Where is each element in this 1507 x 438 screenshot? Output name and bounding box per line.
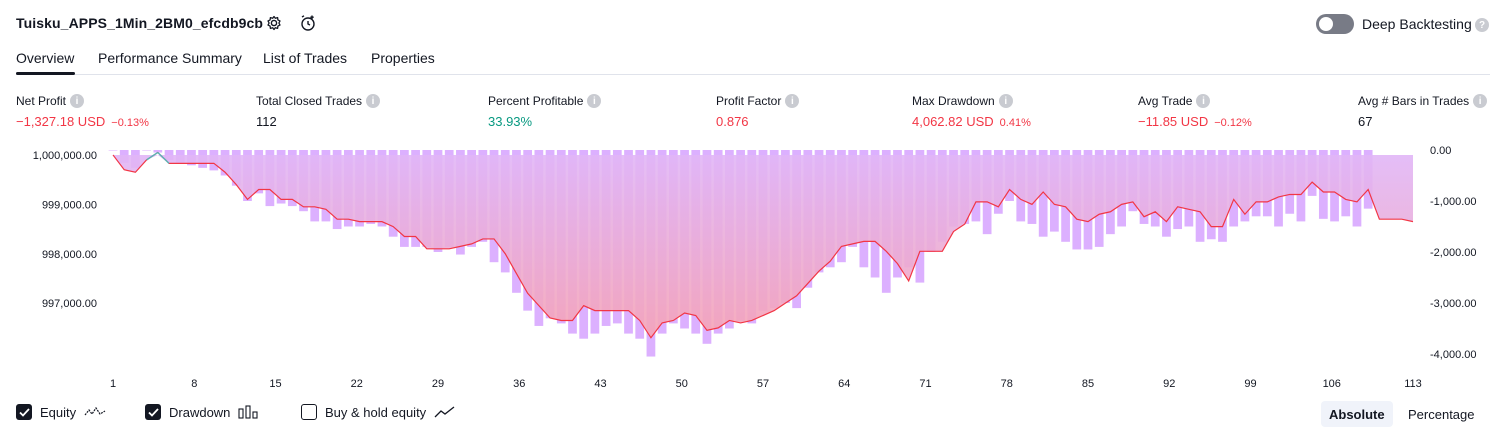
avg-trade-label: Avg Trade i [1138,94,1211,108]
right-axis-tick: 0.00 [1430,145,1451,157]
max-drawdown-value: 4,062.82 USD 0.41% [912,114,1031,129]
legend-equity[interactable]: Equity [16,404,106,420]
left-axis: 1,000,000.00 999,000.00 998,000.00 997,000.… [33,150,97,310]
equity-line-icon [84,406,106,416]
x-axis-tick: 92 [1163,378,1175,390]
x-axis-tick: 29 [432,378,444,390]
x-axis-tick: 43 [594,378,606,390]
left-axis-tick: 999,000.00 [42,199,97,211]
settings-gear-icon[interactable] [264,13,284,33]
drawdown-checkbox[interactable] [145,404,161,420]
x-axis-tick: 15 [269,378,281,390]
percentage-toggle[interactable]: Percentage [1408,406,1475,422]
info-icon[interactable]: i [998,94,1013,108]
total-closed-trades-label: Total Closed Trades i [256,94,381,108]
percent-profitable-label: Percent Profitable i [488,94,602,108]
drawdown-bar [108,150,118,151]
equity-above-initial-segment [146,151,159,161]
x-axis-tick: 85 [1082,378,1094,390]
x-axis-tick: 36 [513,378,525,390]
strategy-title: Tuisku_APPS_1Min_2BM0_efcdb9cb [16,15,264,31]
buy-hold-line-icon [434,406,455,418]
drawdown-bar [1038,150,1048,237]
info-icon[interactable]: i [366,94,381,108]
buy-hold-label: Buy & hold equity [325,404,427,420]
x-axis-tick: 50 [676,378,688,390]
drawdown-label: Drawdown [169,404,231,420]
right-axis-tick: -3,000.00 [1430,298,1476,310]
legend-drawdown[interactable]: Drawdown [145,404,258,420]
net-profit-label: Net Profit i [16,94,85,108]
x-axis-tick: 8 [191,378,197,390]
tab-divider [16,74,1490,75]
x-axis-tick: 106 [1323,378,1341,390]
active-tab-indicator [16,72,75,75]
x-axis-tick: 99 [1244,378,1256,390]
buy-hold-checkbox[interactable] [301,404,317,420]
net-profit-value: −1,327.18 USD −0.13% [16,114,149,129]
tab-overview[interactable]: Overview [16,50,75,66]
info-icon[interactable]: i [1473,94,1488,108]
equity-line [112,151,1414,339]
max-drawdown-label: Max Drawdown i [912,94,1013,108]
tab-performance-summary[interactable]: Performance Summary [98,50,242,66]
x-axis: 1 8 15 22 29 36 43 50 57 64 71 78 85 92 99 106 113 [110,378,1422,390]
right-axis-tick: -2,000.00 [1430,247,1476,259]
drawdown-bars-icon [238,405,258,419]
x-axis-tick: 1 [110,378,116,390]
deep-backtesting-toggle[interactable] [1316,14,1354,34]
absolute-toggle[interactable]: Absolute [1321,401,1393,427]
avg-trade-value: −11.85 USD −0.12% [1138,114,1252,129]
equity-checkbox[interactable] [16,404,32,420]
deep-backtesting-label: Deep Backtesting [1362,16,1472,32]
equity-area [113,154,1413,338]
equity-above-initial-segment [157,151,170,164]
x-axis-tick: 113 [1404,378,1422,390]
x-axis-tick: 57 [757,378,769,390]
drawdown-bar [142,150,151,151]
equity-label: Equity [40,404,77,420]
add-alert-icon[interactable] [298,13,318,33]
x-axis-tick: 78 [1001,378,1013,390]
info-icon[interactable]: i [587,94,602,108]
tab-properties[interactable]: Properties [371,50,435,66]
right-axis-tick: -1,000.00 [1430,196,1476,208]
left-axis-tick: 1,000,000.00 [33,150,97,162]
legend-buy-hold[interactable]: Buy & hold equity [301,404,456,420]
total-closed-trades-value: 112 [256,114,277,129]
avg-bars-in-trades-value: 67 [1358,114,1373,129]
tab-list-of-trades[interactable]: List of Trades [263,50,348,66]
equity-drawdown-chart[interactable]: 1,000,000.00 999,000.00 998,000.00 997,000.… [0,140,1507,395]
info-icon[interactable]: i [785,94,800,108]
x-axis-tick: 64 [838,378,850,390]
right-axis: 0.00 -1,000.00 -2,000.00 -3,000.00 -4,000.00 [1430,145,1476,361]
percent-profitable-value: 33.93% [488,114,533,129]
info-icon[interactable]: i [1196,94,1211,108]
help-icon[interactable]: ? [1475,18,1489,32]
left-axis-tick: 997,000.00 [42,298,97,310]
x-axis-tick: 22 [351,378,363,390]
right-axis-tick: -4,000.00 [1430,349,1476,361]
x-axis-tick: 71 [919,378,931,390]
profit-factor-label: Profit Factor i [716,94,800,108]
left-axis-tick: 998,000.00 [42,249,97,261]
profit-factor-value: 0.876 [716,114,749,129]
tab-bar: Overview Performance Summary List of Tra… [16,48,516,76]
info-icon[interactable]: i [70,94,85,108]
drawdown-bar [153,150,163,153]
avg-bars-in-trades-label: Avg # Bars in Trades i [1358,94,1488,108]
